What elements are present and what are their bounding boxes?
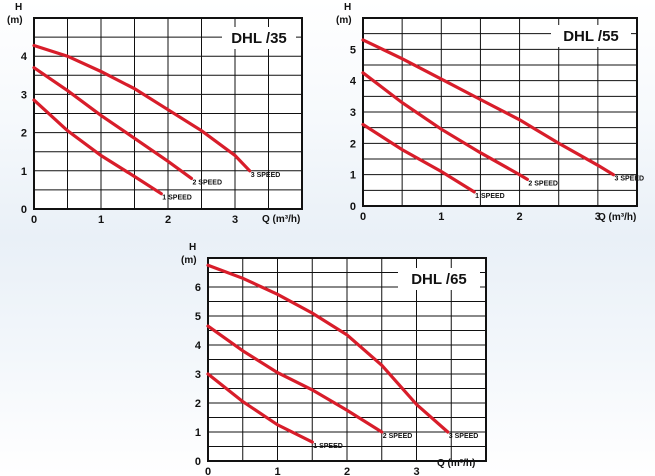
chart-0-y-tick-label: 4 <box>21 51 28 63</box>
chart-1-x-tick-label: 3 <box>595 211 601 223</box>
chart-2-x-axis-label: Q (m³/h) <box>437 458 475 469</box>
chart-1-y-tick-label: 3 <box>350 107 356 119</box>
chart-0-y-axis-label: H <box>15 2 22 13</box>
chart-2-chart-title: DHL /65 <box>411 271 467 288</box>
chart-0-x-tick-label: 1 <box>98 214 104 226</box>
chart-1-y-tick-label: 4 <box>350 76 357 88</box>
chart-1-chart-title: DHL /55 <box>563 28 619 45</box>
chart-1-series-label-2: 2 SPEED <box>528 180 558 187</box>
chart-2-x-tick-label: 0 <box>205 466 211 476</box>
chart-2-x-tick-label: 3 <box>413 466 419 476</box>
chart-0-chart-title: DHL /35 <box>231 30 287 47</box>
chart-0-series-line-3 <box>32 43 252 173</box>
chart-1-x-tick-label: 0 <box>360 211 366 223</box>
chart-0-y-tick-label: 2 <box>21 128 27 140</box>
chart-1-y-tick-label: 2 <box>350 138 356 150</box>
chart-0-series-line-1 <box>32 98 163 196</box>
chart-0-series-line-2 <box>32 66 194 180</box>
chart-2-y-axis-unit: (m) <box>181 255 197 266</box>
chart-0-x-tick-label: 0 <box>31 214 37 226</box>
chart-2-series-line-3 <box>206 263 450 434</box>
chart-1-series-line-3 <box>361 38 616 177</box>
chart-2-y-tick-label: 4 <box>195 340 202 352</box>
chart-2-y-tick-label: 6 <box>195 282 201 294</box>
chart-2-x-tick-label: 1 <box>274 466 280 476</box>
chart-2-series-label-1: 1 SPEED <box>313 443 343 450</box>
chart-0-x-axis-label: Q (m³/h) <box>262 214 300 225</box>
chart-0-series-label-1: 1 SPEED <box>162 195 192 202</box>
chart-0-y-tick-label: 1 <box>21 166 27 178</box>
chart-2-series-line-1 <box>206 372 314 444</box>
chart-1-series-label-1: 1 SPEED <box>475 193 505 200</box>
chart-1-x-axis-label: Q (m³/h) <box>598 212 636 223</box>
chart-0-title-box <box>222 27 296 49</box>
chart-0-series-label-2: 2 SPEED <box>192 179 222 186</box>
chart-2-x-tick-label: 2 <box>344 466 350 476</box>
chart-0-y-axis-unit: (m) <box>7 15 23 26</box>
chart-2-y-tick-label: 2 <box>195 398 201 410</box>
chart-2-y-axis-label: H <box>189 242 196 253</box>
chart-1-series-line-1 <box>361 122 476 194</box>
chart-0-y-tick-label: 0 <box>21 204 27 216</box>
chart-1-series-label-3: 3 SPEED <box>615 176 645 183</box>
chart-2-y-tick-label: 1 <box>195 427 201 439</box>
chart-2-series-label-2: 2 SPEED <box>383 433 413 440</box>
chart-2-title-box <box>398 268 480 290</box>
chart-2-y-tick-label: 0 <box>195 456 201 468</box>
chart-2-series-label-3: 3 SPEED <box>449 433 479 440</box>
chart-1-y-tick-label: 1 <box>350 170 356 182</box>
chart-1-y-axis-label: H <box>344 2 351 13</box>
chart-1-x-tick-label: 2 <box>517 211 523 223</box>
chart-0-y-tick-label: 3 <box>21 89 27 101</box>
chart-1-y-axis-unit: (m) <box>336 15 352 26</box>
chart-1-y-tick-label: 0 <box>350 201 356 213</box>
chart-2-series-line-2 <box>206 324 384 434</box>
chart-2-y-tick-label: 3 <box>195 369 201 381</box>
chart-1-y-tick-label: 5 <box>350 44 356 56</box>
chart-1-title-box <box>551 25 631 47</box>
chart-0-x-tick-label: 2 <box>165 214 171 226</box>
chart-1-series-line-2 <box>361 71 529 181</box>
chart-0-series-label-3: 3 SPEED <box>251 172 281 179</box>
chart-0-x-tick-label: 3 <box>232 214 238 226</box>
chart-1-x-tick-label: 1 <box>438 211 444 223</box>
chart-2-y-tick-label: 5 <box>195 311 201 323</box>
